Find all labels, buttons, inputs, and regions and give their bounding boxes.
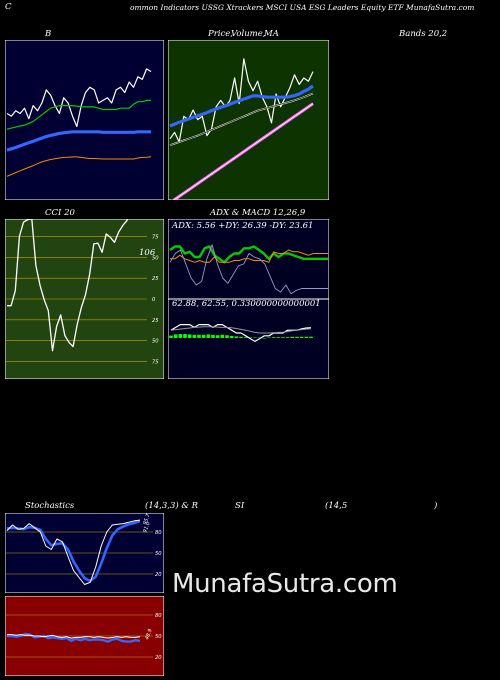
macd-signal-line — [170, 326, 312, 334]
price-line — [169, 58, 314, 143]
rsi-params-label: (14,5 — [325, 501, 348, 511]
macd-histogram-bar — [309, 336, 313, 338]
macd-histogram-bar — [271, 337, 276, 338]
macd-panel — [168, 299, 329, 379]
cci-tick-label: 25 — [152, 276, 159, 282]
macd-histogram-bar — [253, 337, 257, 338]
stoch-params-label: (14,3,3) & R — [145, 501, 199, 511]
macd-histogram-bar — [299, 336, 304, 338]
cci-tick-label: 25 — [152, 318, 159, 324]
rsi-value-label: 48.9 — [144, 628, 153, 641]
rsi-tick-label: 50 — [155, 634, 162, 640]
header-c: C — [5, 2, 12, 12]
adx-line — [169, 244, 328, 295]
stoch-value-label: 95.7 — [142, 513, 152, 526]
stoch-d-line — [6, 519, 141, 583]
macd-histogram-bar — [201, 334, 206, 338]
price-label: Price, — [208, 29, 233, 39]
macd-histogram-bar — [192, 334, 197, 338]
bollinger-price-line — [6, 68, 152, 128]
cci-tick-label: 100 — [152, 219, 163, 220]
stochastics-panel: 80 50 20 95.791.0 — [5, 513, 164, 593]
macd-histogram-bar — [220, 334, 225, 338]
price-ma-short — [169, 84, 314, 128]
macd-histogram-bar — [225, 335, 229, 338]
stoch-tick-label: 50 — [155, 551, 162, 557]
bollinger-lower-band — [6, 156, 152, 177]
cci-tick-label: 50 — [152, 339, 159, 345]
macd-histogram-bar — [183, 334, 187, 338]
bollinger-label: B — [45, 29, 52, 39]
macd-histogram-bar — [248, 337, 253, 338]
macd-histogram-bar — [211, 334, 215, 338]
macd-histogram-bar — [215, 335, 220, 338]
macd-histogram-bar — [290, 336, 295, 338]
macd-histogram-bar — [257, 337, 262, 338]
cci-tick-label: 75 — [152, 234, 159, 240]
macd-histogram-bar — [169, 335, 173, 338]
cci-tick-label: 75 — [152, 360, 159, 366]
bollinger-panel — [5, 40, 164, 200]
macd-histogram-bar — [295, 336, 299, 338]
cci-panel: 1751501251007550250255075100125150175 — [5, 219, 164, 379]
price-ma-mid-core — [169, 93, 314, 146]
bollinger-upper-band — [6, 99, 151, 130]
stoch-label: Stochastics — [25, 501, 75, 511]
stoch-tick-label: 80 — [155, 530, 162, 536]
rsi-blue-line — [7, 632, 141, 643]
price-panel — [168, 40, 329, 200]
close-paren-label: ) — [434, 501, 438, 511]
macd-histogram-bar — [187, 334, 192, 338]
bands-label: Bands 20,2 — [399, 29, 448, 39]
macd-histogram-bar — [276, 337, 281, 338]
adx-panel — [168, 219, 329, 299]
adx-macd-label: ADX & MACD 12,26,9 — [210, 208, 306, 218]
macd-histogram-bar — [262, 338, 267, 339]
header-title: ommon Indicators USSG Xtrackers MSCI USA… — [130, 3, 475, 12]
macd-histogram-bar — [281, 337, 285, 338]
rsi-panel: 80 50 20 48.9 — [5, 596, 164, 676]
macd-histogram-bar — [239, 336, 243, 338]
macd-histogram-bar — [267, 337, 271, 338]
cci-value-label: 106 — [139, 248, 156, 258]
cci-line — [7, 219, 129, 352]
macd-histogram-bar — [304, 336, 309, 338]
macd-histogram-bar — [285, 337, 290, 338]
adx-plus-di-line — [169, 245, 328, 264]
cci-tick-label: 0 — [152, 297, 156, 303]
bollinger-mid-band — [6, 130, 151, 152]
stoch-tick-label: 20 — [155, 572, 162, 578]
macd-values: 62.88, 62.55, 0.330000000000001 — [172, 299, 321, 309]
rsi-tick-label: 80 — [155, 613, 162, 619]
macd-histogram-bar — [197, 334, 201, 338]
adx-minus-di-line — [170, 249, 328, 263]
rsi-line — [7, 634, 141, 639]
cci-label: CCI 20 — [45, 208, 75, 218]
macd-histogram-bar — [173, 334, 178, 338]
si-label: SI — [235, 501, 245, 511]
macd-histogram-bar — [243, 337, 248, 338]
price-ma-long-core — [173, 103, 314, 200]
macd-histogram-bar — [178, 334, 183, 338]
stoch-value-label: 91.0 — [142, 521, 151, 534]
watermark: MunafaSutra.com — [172, 569, 398, 599]
macd-histogram-bar — [234, 336, 239, 338]
adx-values: ADX: 5.56 +DY: 26.39 -DY: 23.61 — [172, 221, 314, 231]
macd-histogram-bar — [206, 334, 211, 338]
cci-tick-label: 50 — [152, 255, 159, 261]
ma-label: MA — [264, 29, 279, 39]
stoch-k-line — [6, 519, 141, 585]
rsi-tick-label: 20 — [155, 655, 162, 661]
volume-label: Volume, — [231, 29, 266, 39]
macd-histogram-bar — [229, 336, 234, 338]
